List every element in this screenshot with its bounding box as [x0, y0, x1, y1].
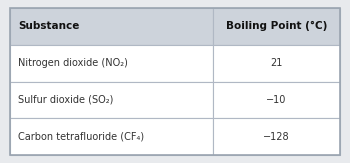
Bar	[213, 45, 340, 82]
Bar	[213, 82, 340, 118]
Text: Carbon tetrafluoride (CF₄): Carbon tetrafluoride (CF₄)	[18, 132, 144, 142]
Text: −10: −10	[266, 95, 287, 105]
Text: Sulfur dioxide (SO₂): Sulfur dioxide (SO₂)	[18, 95, 113, 105]
Bar	[10, 82, 213, 118]
Text: Nitrogen dioxide (NO₂): Nitrogen dioxide (NO₂)	[18, 58, 128, 68]
Bar	[10, 118, 213, 155]
Bar	[213, 8, 340, 45]
Text: 21: 21	[270, 58, 283, 68]
Bar	[213, 118, 340, 155]
Text: Boiling Point (°C): Boiling Point (°C)	[226, 21, 327, 31]
Bar	[10, 8, 213, 45]
Text: Substance: Substance	[18, 21, 79, 31]
Bar	[10, 45, 213, 82]
Text: −128: −128	[263, 132, 290, 142]
